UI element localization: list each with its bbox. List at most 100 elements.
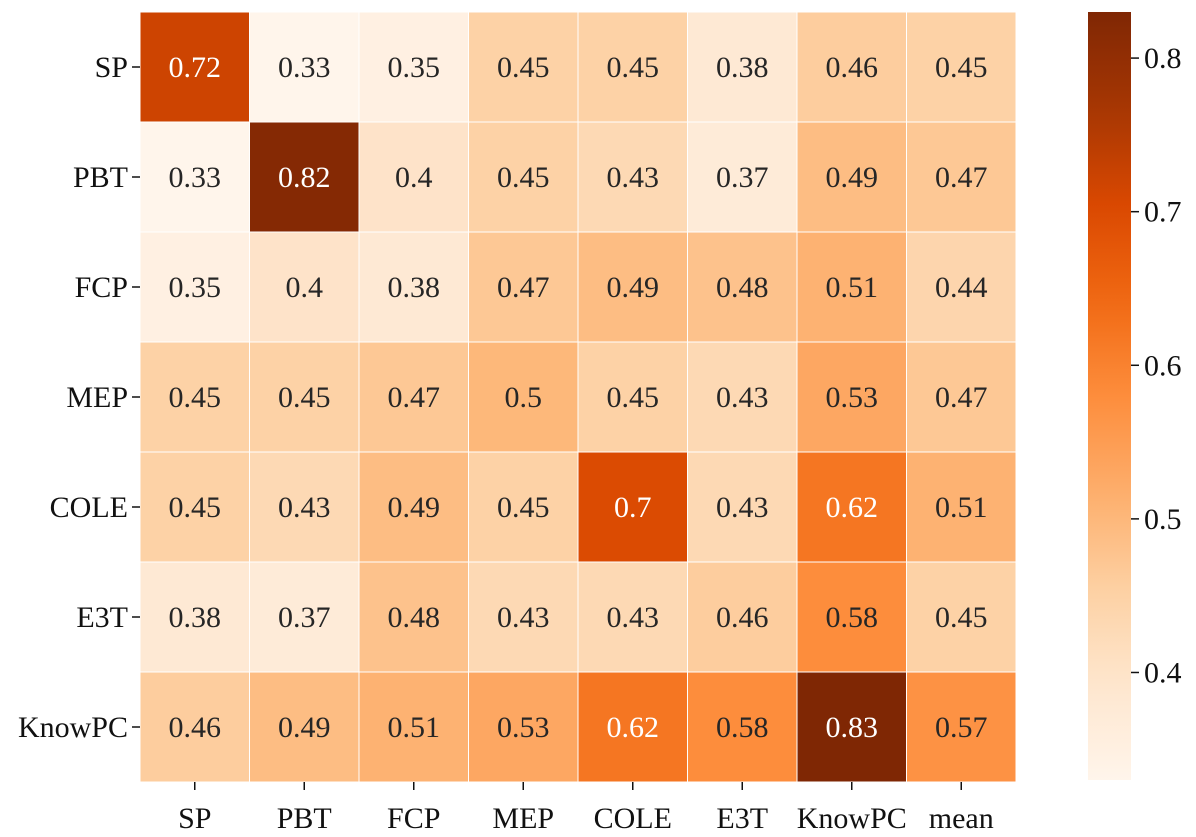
colorbar-tick-label: 0.8 bbox=[1144, 42, 1182, 75]
cell-value-label: 0.45 bbox=[935, 601, 988, 634]
cell-value-label: 0.43 bbox=[716, 491, 769, 524]
cell-value-label: 0.45 bbox=[935, 51, 988, 84]
cell-value-label: 0.47 bbox=[935, 381, 988, 414]
cell-value-label: 0.49 bbox=[388, 491, 441, 524]
heatmap-cell bbox=[249, 11, 360, 123]
colorbar-tick-label: 0.4 bbox=[1144, 656, 1182, 689]
heatmap-cell bbox=[358, 11, 469, 123]
heatmap-cell bbox=[468, 11, 579, 123]
cell-value-label: 0.49 bbox=[826, 161, 879, 194]
cell-value-label: 0.43 bbox=[607, 601, 660, 634]
row-tick-label: PBT bbox=[73, 161, 128, 194]
row-tick-label: KnowPC bbox=[18, 711, 128, 744]
column-axis: SP PBT FCP MEP COLE E3T KnowPC mean bbox=[178, 782, 994, 835]
column-tick-label: mean bbox=[929, 802, 994, 835]
column-tick-label: MEP bbox=[492, 802, 554, 835]
cell-value-label: 0.72 bbox=[169, 51, 222, 84]
row-tick-label: FCP bbox=[75, 271, 128, 304]
column-tick-label: KnowPC bbox=[797, 802, 907, 835]
cell-value-label: 0.58 bbox=[826, 601, 879, 634]
cell-value-label: 0.83 bbox=[826, 711, 879, 744]
column-tick-label: COLE bbox=[594, 802, 672, 835]
heatmap-cell bbox=[577, 231, 688, 343]
heatmap-cell bbox=[796, 671, 907, 783]
cell-value-label: 0.51 bbox=[935, 491, 988, 524]
heatmap-cell bbox=[249, 561, 360, 673]
cell-value-label: 0.45 bbox=[497, 51, 550, 84]
cell-value-label: 0.45 bbox=[607, 51, 660, 84]
cell-value-label: 0.49 bbox=[607, 271, 660, 304]
cell-value-label: 0.43 bbox=[607, 161, 660, 194]
heatmap-cell bbox=[249, 231, 360, 343]
cell-value-label: 0.43 bbox=[497, 601, 550, 634]
cell-value-label: 0.48 bbox=[716, 271, 769, 304]
cell-value-label: 0.82 bbox=[278, 161, 331, 194]
cell-value-label: 0.62 bbox=[826, 491, 879, 524]
cell-value-label: 0.49 bbox=[278, 711, 331, 744]
cell-value-label: 0.7 bbox=[614, 491, 652, 524]
heatmap-cell bbox=[358, 451, 469, 563]
heatmap-cell bbox=[468, 341, 579, 453]
colorbar-tick-label: 0.5 bbox=[1144, 503, 1182, 536]
cell-value-label: 0.37 bbox=[716, 161, 769, 194]
cell-value-label: 0.51 bbox=[388, 711, 441, 744]
heatmap-cell bbox=[468, 231, 579, 343]
heatmap-cell bbox=[139, 11, 250, 123]
heatmap-cell bbox=[577, 341, 688, 453]
cell-value-label: 0.33 bbox=[278, 51, 331, 84]
column-tick-label: SP bbox=[178, 802, 211, 835]
heatmap-cell bbox=[687, 561, 798, 673]
heatmap-cell bbox=[577, 671, 688, 783]
cell-value-label: 0.4 bbox=[395, 161, 433, 194]
row-tick-label: E3T bbox=[76, 601, 128, 634]
heatmap-cell bbox=[796, 121, 907, 233]
cell-value-label: 0.45 bbox=[497, 491, 550, 524]
cell-value-label: 0.48 bbox=[388, 601, 441, 634]
heatmap-cell bbox=[687, 671, 798, 783]
cell-value-label: 0.45 bbox=[497, 161, 550, 194]
cell-value-label: 0.46 bbox=[826, 51, 879, 84]
row-tick-label: MEP bbox=[66, 381, 128, 414]
heatmap-cell bbox=[796, 451, 907, 563]
heatmap-cell bbox=[906, 561, 1017, 673]
cell-value-label: 0.51 bbox=[826, 271, 879, 304]
cell-value-label: 0.57 bbox=[935, 711, 988, 744]
heatmap-cell bbox=[468, 451, 579, 563]
heatmap-cell bbox=[577, 11, 688, 123]
cell-value-label: 0.46 bbox=[169, 711, 222, 744]
heatmap-cell bbox=[687, 451, 798, 563]
cell-value-label: 0.53 bbox=[497, 711, 550, 744]
cell-value-label: 0.37 bbox=[278, 601, 331, 634]
row-tick-label: SP bbox=[95, 51, 128, 84]
cell-value-label: 0.33 bbox=[169, 161, 222, 194]
heatmap-cell bbox=[906, 11, 1017, 123]
column-tick-label: FCP bbox=[387, 802, 440, 835]
cell-value-label: 0.47 bbox=[388, 381, 441, 414]
heatmap-cell bbox=[577, 121, 688, 233]
cell-value-label: 0.58 bbox=[716, 711, 769, 744]
heatmap-cell bbox=[358, 341, 469, 453]
heatmap-cell bbox=[687, 121, 798, 233]
heatmap-cell bbox=[687, 11, 798, 123]
cell-value-label: 0.62 bbox=[607, 711, 660, 744]
cell-value-label: 0.45 bbox=[278, 381, 331, 414]
heatmap-cell bbox=[906, 451, 1017, 563]
heatmap-cell bbox=[687, 231, 798, 343]
heatmap-cell bbox=[139, 341, 250, 453]
cell-value-label: 0.35 bbox=[388, 51, 441, 84]
heatmap-cell bbox=[796, 341, 907, 453]
cell-value-label: 0.47 bbox=[935, 161, 988, 194]
colorbar: 0.4 0.5 0.6 0.7 0.8 bbox=[1088, 12, 1182, 780]
colorbar-tick-label: 0.6 bbox=[1144, 349, 1182, 382]
cell-value-label: 0.45 bbox=[607, 381, 660, 414]
heatmap-cells: 0.72 0.33 0.35 0.45 0.45 0.38 0.46 0.45 0.33 0.82… bbox=[139, 11, 1017, 783]
heatmap-cell bbox=[906, 121, 1017, 233]
column-tick-label: E3T bbox=[716, 802, 768, 835]
heatmap-cell bbox=[358, 231, 469, 343]
cell-value-label: 0.5 bbox=[505, 381, 543, 414]
cell-value-label: 0.43 bbox=[278, 491, 331, 524]
cell-value-label: 0.35 bbox=[169, 271, 222, 304]
heatmap-cell bbox=[796, 561, 907, 673]
heatmap-cell bbox=[139, 231, 250, 343]
